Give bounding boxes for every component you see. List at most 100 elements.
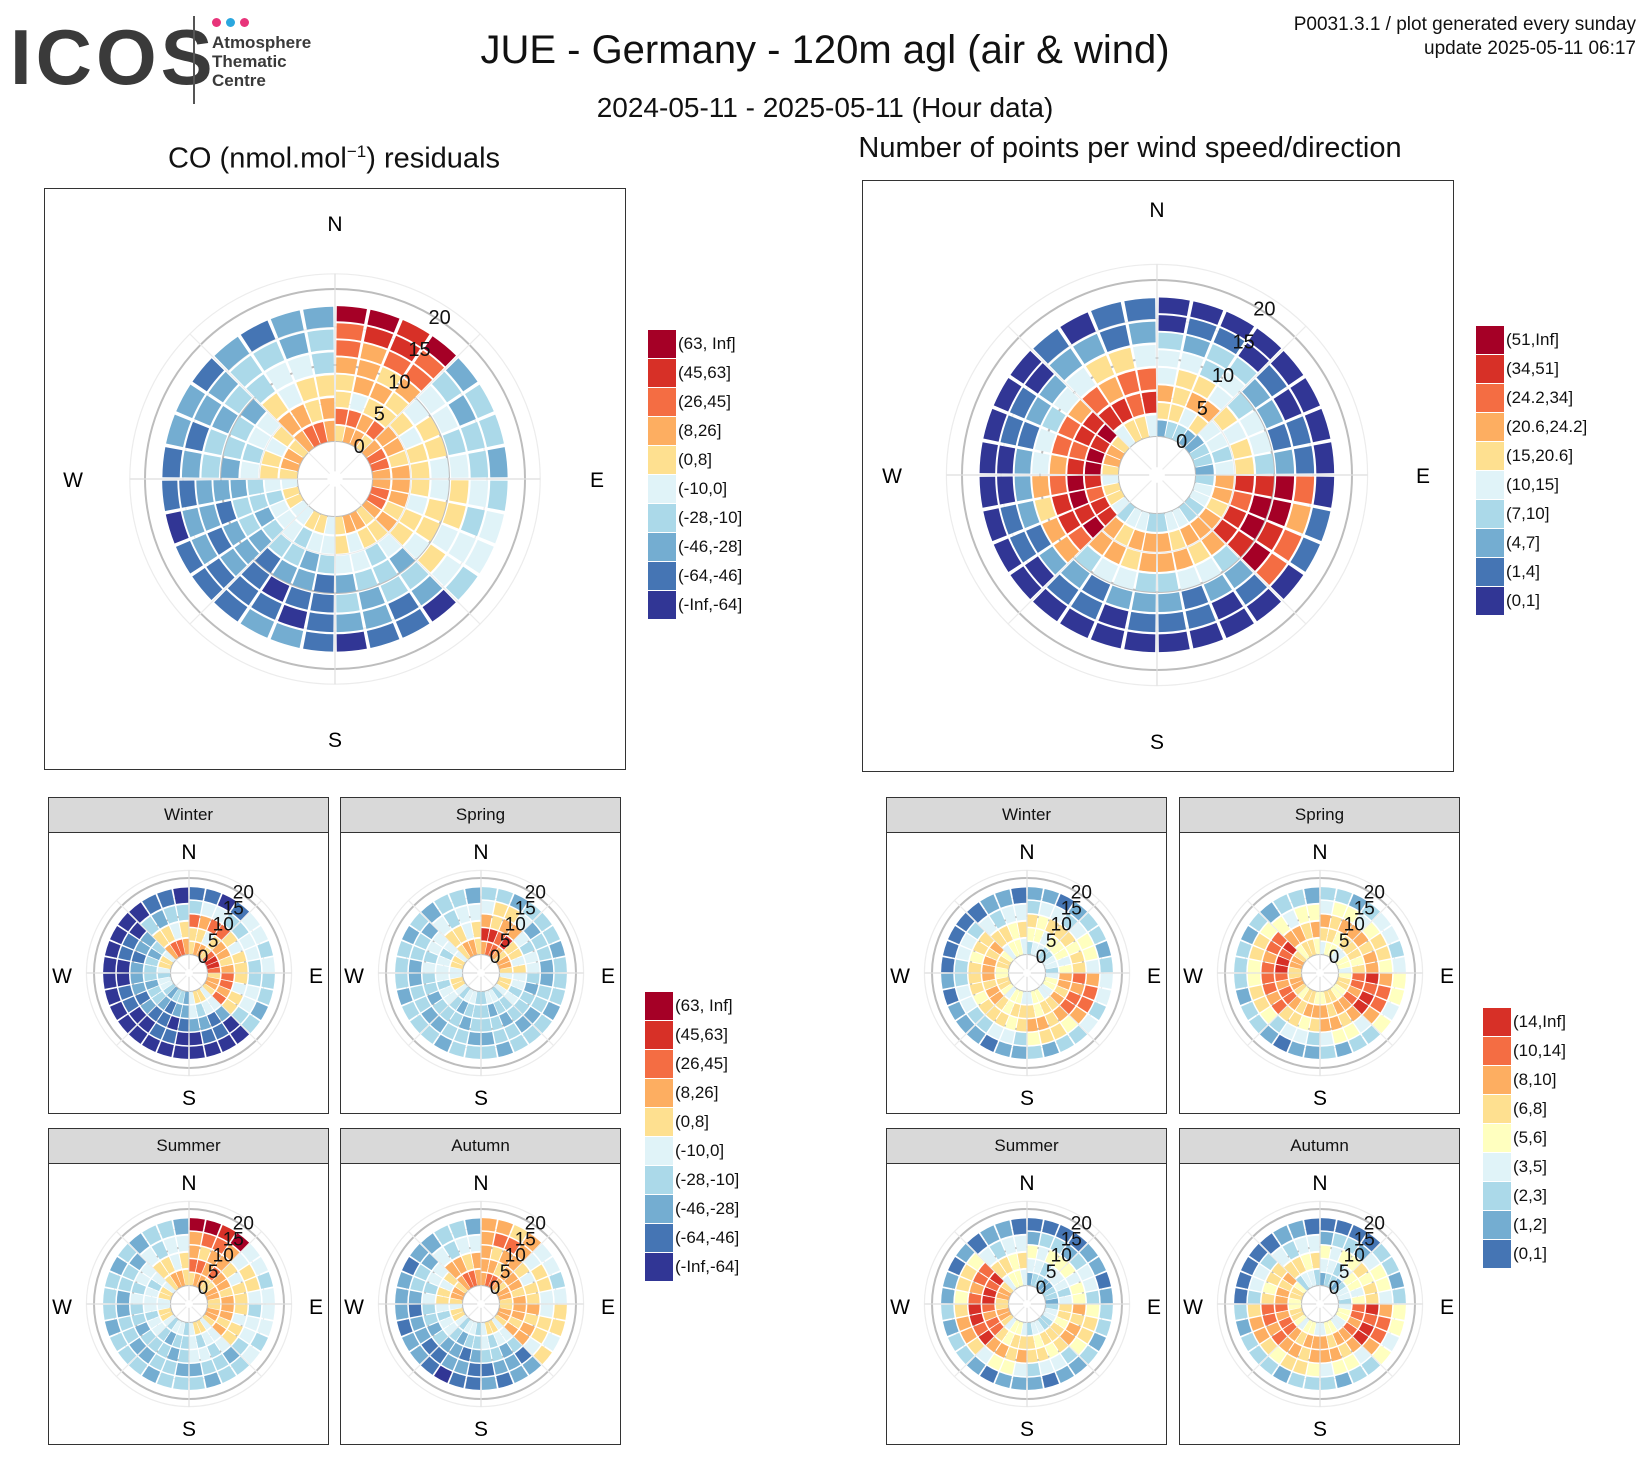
co-season-cell [142, 1365, 161, 1383]
count-season-cell [1338, 1250, 1353, 1266]
count-season-cell [1353, 1244, 1371, 1262]
count-season-cell [1278, 985, 1293, 998]
count-season-cell [1276, 1287, 1290, 1298]
count-season-cell [1332, 1000, 1345, 1015]
count-season-cell [1057, 1287, 1071, 1298]
count-season-cell [1271, 999, 1287, 1014]
count-season-cell [1362, 1253, 1380, 1271]
co-main-cell [388, 490, 409, 507]
count-main-cell [1189, 490, 1210, 507]
count-season-cell [1370, 933, 1387, 950]
co-season-legend-swatch [645, 1079, 673, 1107]
count-main-cell [1082, 412, 1105, 434]
co-season-cell [450, 1292, 464, 1301]
co-main-cell [242, 443, 264, 464]
count-season-grid-spoke [1247, 900, 1318, 971]
count-season-cell [995, 1220, 1013, 1239]
count-season-cell [942, 1319, 959, 1337]
co-season-legend-swatch [645, 1166, 673, 1194]
count-season-cell [1017, 921, 1027, 938]
co-main-cell [342, 426, 355, 444]
count-season-cell [986, 1337, 1001, 1353]
compass-s: S [1313, 1418, 1327, 1441]
co-season-cell [222, 1346, 240, 1364]
count-main-legend-swatch [1476, 500, 1504, 528]
co-season-cell [433, 916, 451, 935]
co-season-cell [189, 1259, 198, 1272]
co-season-cell [437, 979, 451, 990]
count-main-cell [1238, 342, 1269, 372]
co-season-cell [227, 1322, 243, 1337]
count-main-radial-tick: 15 [1233, 332, 1255, 354]
co-season-cell [488, 944, 499, 958]
count-season-cell [948, 1332, 966, 1351]
co-main-cell [360, 343, 387, 365]
count-season-cell [1014, 1270, 1024, 1287]
co-season-cell [195, 1334, 206, 1348]
count-main-cell [1220, 311, 1255, 340]
count-season-cell [1027, 1272, 1033, 1286]
count-season-cell [983, 1310, 997, 1321]
count-main-cell [1212, 545, 1239, 572]
count-season-cell [1235, 988, 1252, 1006]
count-season-cell [1014, 904, 1027, 921]
co-season-cell [549, 1319, 566, 1337]
count-season-cell [1332, 902, 1347, 918]
co-main-cell [265, 362, 294, 390]
count-season-cell [1053, 1255, 1068, 1271]
count-season-legend-swatch [1483, 1153, 1511, 1181]
co-season-cell [110, 1332, 128, 1351]
co-main-cell [422, 589, 456, 622]
count-main-cell [1190, 301, 1224, 325]
co-season-cell [519, 991, 535, 1006]
co-main-cell [353, 376, 374, 397]
co-season-grid-spoke [191, 1231, 262, 1302]
co-main-radial-tick: 5 [374, 404, 385, 426]
count-main-cell [1242, 542, 1271, 571]
count-season-cell [1070, 951, 1085, 964]
co-season-cell [514, 1244, 532, 1262]
co-season-cell [189, 1045, 205, 1059]
count-season-cell [1249, 1316, 1265, 1331]
count-season-cell [1016, 1349, 1027, 1363]
co-season-cell [104, 940, 121, 958]
co-main-cell [234, 539, 259, 565]
count-season-radial-tick: 20 [1071, 1213, 1092, 1234]
count-season-cell [989, 941, 1004, 955]
co-season-cell [450, 1307, 464, 1316]
co-season-cell [149, 1354, 166, 1371]
co-main-cell [390, 335, 421, 362]
count-season-cell [1266, 1271, 1282, 1286]
compass-s: S [1020, 1418, 1034, 1441]
co-main-cell [249, 493, 269, 512]
count-season-cell [1337, 1307, 1351, 1316]
co-season-cell [201, 1233, 216, 1249]
co-season-cell [481, 1376, 497, 1390]
count-season-cell [1372, 1014, 1391, 1034]
count-season-cell [1375, 1277, 1391, 1292]
count-season-cell [1327, 1275, 1338, 1289]
co-main-cell [336, 340, 361, 358]
count-main-cell [1223, 421, 1247, 444]
count-season-cell [1291, 1311, 1305, 1322]
count-season-cell [1059, 1304, 1072, 1313]
count-season-radial-tick: 0 [1036, 947, 1047, 968]
count-main-cell [1093, 558, 1119, 583]
co-season-cell [129, 1337, 147, 1355]
count-season-cell [1335, 1286, 1349, 1297]
count-season-cell [1086, 1290, 1100, 1304]
co-season-cell [163, 906, 179, 924]
count-season-cell [982, 964, 995, 973]
co-season-cell [504, 991, 519, 1005]
count-main-cell [1186, 392, 1207, 413]
count-season-cell [989, 1322, 1004, 1336]
count-season-cell [1077, 996, 1094, 1013]
co-season-cell [464, 1003, 475, 1017]
count-season-cell [1034, 1319, 1045, 1333]
compass-e: E [1147, 1296, 1161, 1319]
count-main-grid-spoke [1007, 480, 1152, 625]
co-main-cell [314, 514, 328, 534]
co-season-cell [410, 985, 426, 1000]
co-season-cell [511, 1310, 525, 1321]
co-season-cell [148, 1006, 163, 1022]
